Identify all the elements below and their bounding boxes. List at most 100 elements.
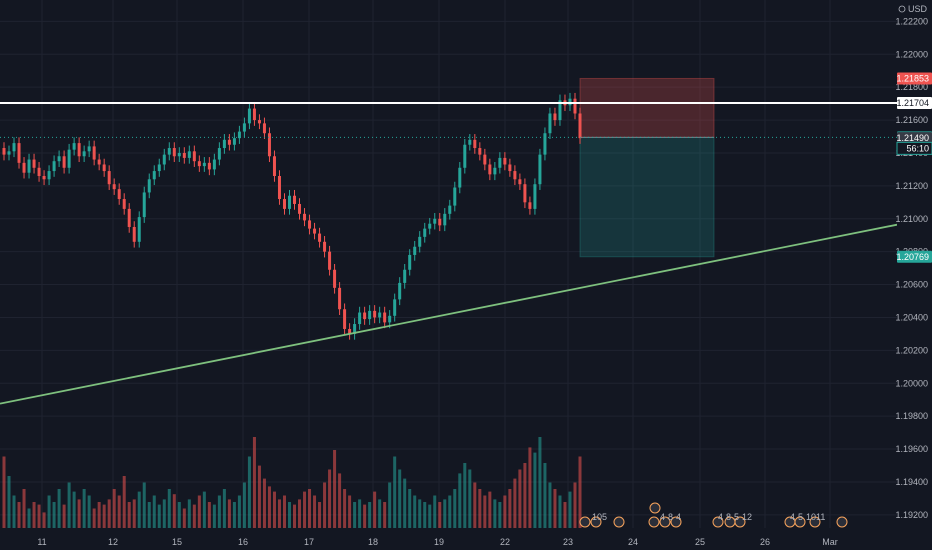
event-marker-icon xyxy=(809,516,821,528)
candle-body xyxy=(338,287,342,310)
volume-bar xyxy=(458,473,462,528)
volume-bar xyxy=(528,447,532,528)
candle-body xyxy=(328,251,332,270)
candle-body xyxy=(508,164,512,172)
event-marker-icon xyxy=(649,502,661,514)
volume-bar xyxy=(137,491,141,528)
candle-body xyxy=(488,164,492,175)
price-tick-label: 1.21600 xyxy=(895,115,928,125)
candle-body xyxy=(7,151,11,155)
stop-loss-zone xyxy=(579,77,715,138)
volume-bar xyxy=(82,489,86,528)
event-markers[interactable]: 105 4 8 4 4 8 5 12 4 5 10 11 xyxy=(579,502,848,528)
price-tick-label: 1.20400 xyxy=(895,312,928,322)
time-tick-label: 24 xyxy=(628,537,638,547)
price-axis-panel[interactable] xyxy=(897,0,932,528)
volume-bar xyxy=(518,469,522,528)
time-tick-label: 12 xyxy=(108,537,118,547)
price-tick-label: 1.21800 xyxy=(895,82,928,92)
volume-bar xyxy=(167,489,171,528)
volume-bar xyxy=(353,502,357,528)
candle-body xyxy=(252,108,256,121)
event-marker-count: 12 xyxy=(742,512,752,522)
short-position-tool[interactable] xyxy=(579,77,715,258)
candle-body xyxy=(468,139,472,145)
event-marker-icon xyxy=(590,516,602,528)
volume-bar xyxy=(448,495,452,528)
candle-body xyxy=(513,171,517,180)
volume-bar xyxy=(232,502,236,528)
volume-bar xyxy=(7,476,11,528)
candle-body xyxy=(247,108,251,124)
price-tick-label: 1.20000 xyxy=(895,378,928,388)
volume-bar xyxy=(187,499,191,528)
volume-bar xyxy=(513,478,517,528)
event-marker-icon xyxy=(836,516,848,528)
volume-bar xyxy=(328,469,332,528)
volume-bar xyxy=(257,465,261,528)
event-marker-count: 8 xyxy=(726,512,731,522)
volume-bar xyxy=(378,499,382,528)
event-marker-count: 4 xyxy=(790,512,795,522)
volume-bar xyxy=(117,495,121,528)
time-tick-label: 18 xyxy=(368,537,378,547)
volume-bar xyxy=(533,452,537,528)
candle-body xyxy=(478,148,482,155)
currency-menu-icon[interactable] xyxy=(898,5,906,13)
event-marker-count: 4 xyxy=(718,512,723,522)
event-marker-icon xyxy=(613,516,625,528)
event-marker-icon xyxy=(648,516,660,528)
volume-bar xyxy=(252,437,256,528)
candle-body xyxy=(27,159,31,173)
time-axis-panel[interactable] xyxy=(0,528,897,550)
event-marker-count: 10 xyxy=(806,512,816,522)
candle-body xyxy=(187,151,191,158)
candle-body xyxy=(257,120,261,124)
volume-bar xyxy=(182,508,186,528)
candle-body xyxy=(47,171,51,180)
candle-body xyxy=(227,139,231,145)
candle-body xyxy=(553,113,557,121)
volume-bar xyxy=(162,499,166,528)
volume-bar xyxy=(363,504,367,528)
volume-bar xyxy=(298,499,302,528)
time-axis: 11 12 15 16 17 18 19 22 23 24 25 26 Mar xyxy=(37,537,837,547)
candle-body xyxy=(2,148,6,155)
candle-body xyxy=(202,162,206,167)
event-marker-icon xyxy=(670,516,682,528)
volume-bar xyxy=(358,499,362,528)
candle-body xyxy=(197,161,201,167)
price-tag-label: 1.21704 xyxy=(896,98,929,108)
volume-bar xyxy=(212,504,216,528)
time-tick-label: 25 xyxy=(695,537,705,547)
candle-body xyxy=(323,241,327,252)
volume-bar xyxy=(323,482,327,528)
drawing-lines[interactable] xyxy=(0,101,898,405)
candle-body xyxy=(77,143,81,157)
candle-body xyxy=(12,143,16,152)
event-marker-count: 5 xyxy=(734,512,739,522)
candle-body xyxy=(147,179,151,193)
candle-body xyxy=(378,312,382,318)
candle-body xyxy=(333,269,337,288)
candle-body xyxy=(543,133,547,155)
currency-label[interactable]: USD xyxy=(908,4,928,14)
ascending-trend-line xyxy=(0,223,898,405)
price-tag-box xyxy=(897,250,932,263)
volume-bar xyxy=(217,495,221,528)
candle-body xyxy=(102,164,106,172)
candle-body xyxy=(313,228,317,234)
volume-bar xyxy=(122,476,126,528)
candle-body xyxy=(573,98,577,114)
volume-bar xyxy=(348,495,352,528)
candle-body xyxy=(162,154,166,165)
event-marker-count: 4 xyxy=(660,512,665,522)
volume-bar xyxy=(132,499,136,528)
candle-body xyxy=(52,161,56,172)
price-tick-label: 1.21200 xyxy=(895,181,928,191)
price-tick-label: 1.22200 xyxy=(895,16,928,26)
volume-bar xyxy=(287,502,291,528)
volume-bar xyxy=(127,502,131,528)
price-tag-box xyxy=(897,72,932,85)
